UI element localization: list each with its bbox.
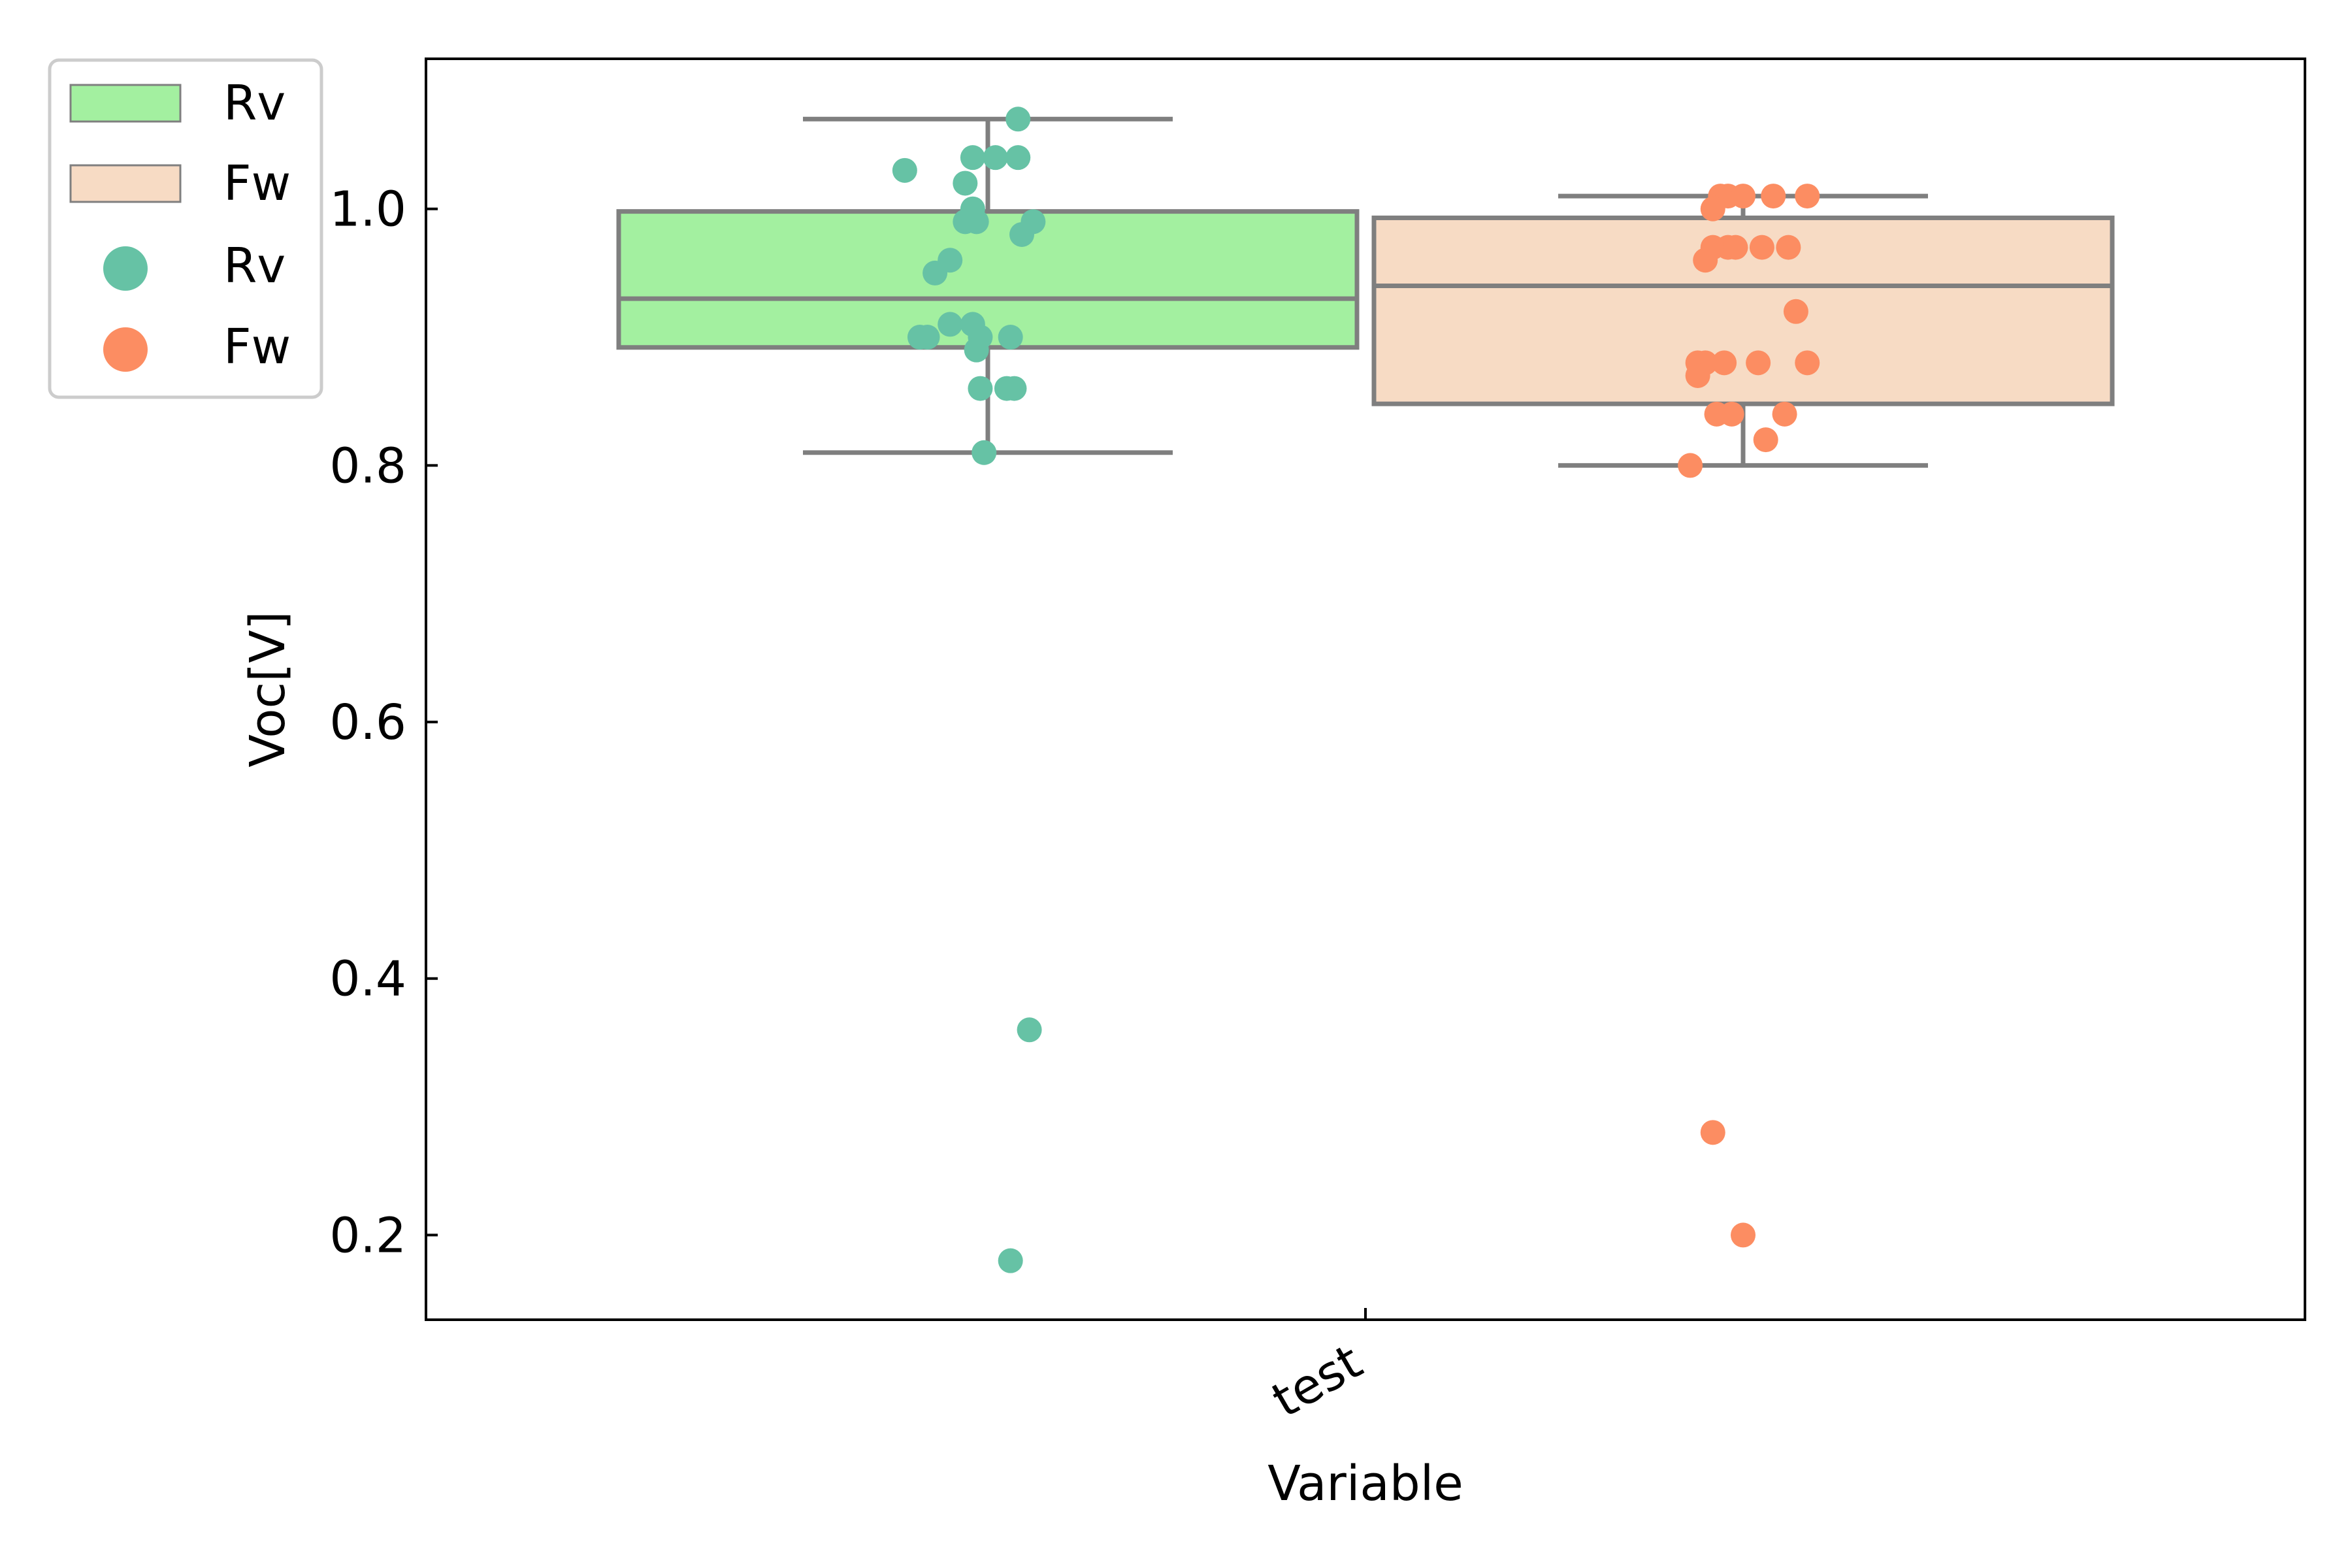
point-rv-5 bbox=[953, 171, 978, 196]
point-rv-3 bbox=[960, 145, 985, 171]
point-rv-23 bbox=[972, 440, 997, 465]
point-fw-25 bbox=[1731, 1222, 1756, 1248]
point-rv-24 bbox=[1017, 1017, 1042, 1043]
point-rv-16 bbox=[915, 325, 940, 350]
y-tick-label-1: 0.4 bbox=[329, 951, 406, 1007]
point-rv-25 bbox=[998, 1248, 1023, 1273]
point-rv-1 bbox=[1005, 106, 1031, 132]
legend-label-rv-point: Rv bbox=[223, 238, 286, 294]
legend-swatch-rv-box bbox=[69, 84, 182, 123]
legend-frame bbox=[48, 58, 323, 399]
y-tick-label-0: 0.2 bbox=[329, 1207, 406, 1264]
point-layer bbox=[892, 106, 1820, 1273]
point-fw-5 bbox=[1700, 196, 1725, 221]
point-rv-10 bbox=[1009, 221, 1035, 247]
y-axis-label: Voc[V] bbox=[240, 611, 296, 767]
point-fw-9 bbox=[1749, 235, 1774, 260]
point-fw-20 bbox=[1719, 401, 1744, 427]
y-tick-label-3: 0.8 bbox=[329, 438, 406, 494]
point-fw-24 bbox=[1700, 1120, 1725, 1145]
point-rv-12 bbox=[923, 260, 948, 286]
legend-swatch-fw-box bbox=[69, 164, 182, 203]
point-fw-16 bbox=[1746, 350, 1771, 376]
point-fw-3 bbox=[1761, 184, 1786, 209]
legend: Rv Fw Rv Fw bbox=[48, 58, 323, 399]
point-rv-0 bbox=[892, 157, 917, 183]
point-fw-22 bbox=[1753, 427, 1778, 453]
point-fw-11 bbox=[1693, 248, 1718, 273]
point-rv-19 bbox=[964, 337, 989, 363]
point-fw-17 bbox=[1795, 350, 1820, 376]
point-fw-18 bbox=[1685, 363, 1710, 388]
point-rv-4 bbox=[1005, 145, 1031, 171]
point-fw-15 bbox=[1712, 350, 1737, 376]
point-fw-8 bbox=[1723, 235, 1748, 260]
point-rv-20 bbox=[968, 376, 993, 401]
x-tick-label-0: test bbox=[1263, 1333, 1371, 1429]
point-rv-8 bbox=[964, 209, 989, 235]
legend-marker-fw-point bbox=[103, 327, 148, 372]
point-rv-2 bbox=[983, 145, 1008, 171]
point-fw-23 bbox=[1678, 453, 1703, 478]
point-rv-22 bbox=[1002, 376, 1027, 401]
box-rv bbox=[616, 209, 1360, 350]
point-fw-4 bbox=[1795, 184, 1820, 209]
legend-marker-rv-point bbox=[103, 246, 148, 291]
point-fw-21 bbox=[1772, 401, 1797, 427]
point-rv-18 bbox=[998, 325, 1023, 350]
y-tick-label-2: 0.6 bbox=[329, 694, 406, 751]
x-axis-label: Variable bbox=[1267, 1456, 1463, 1512]
legend-label-fw-point: Fw bbox=[223, 319, 291, 375]
x-axis: test bbox=[1263, 1308, 1371, 1429]
y-tick-label-4: 1.0 bbox=[329, 182, 406, 238]
point-fw-10 bbox=[1776, 235, 1801, 260]
y-axis: 0.2 0.4 0.6 0.8 1.0 bbox=[329, 182, 438, 1264]
legend-label-rv-box: Rv bbox=[223, 75, 286, 131]
point-fw-2 bbox=[1731, 184, 1756, 209]
legend-label-fw-box: Fw bbox=[223, 155, 291, 212]
point-fw-12 bbox=[1783, 299, 1808, 324]
point-rv-13 bbox=[938, 312, 963, 337]
